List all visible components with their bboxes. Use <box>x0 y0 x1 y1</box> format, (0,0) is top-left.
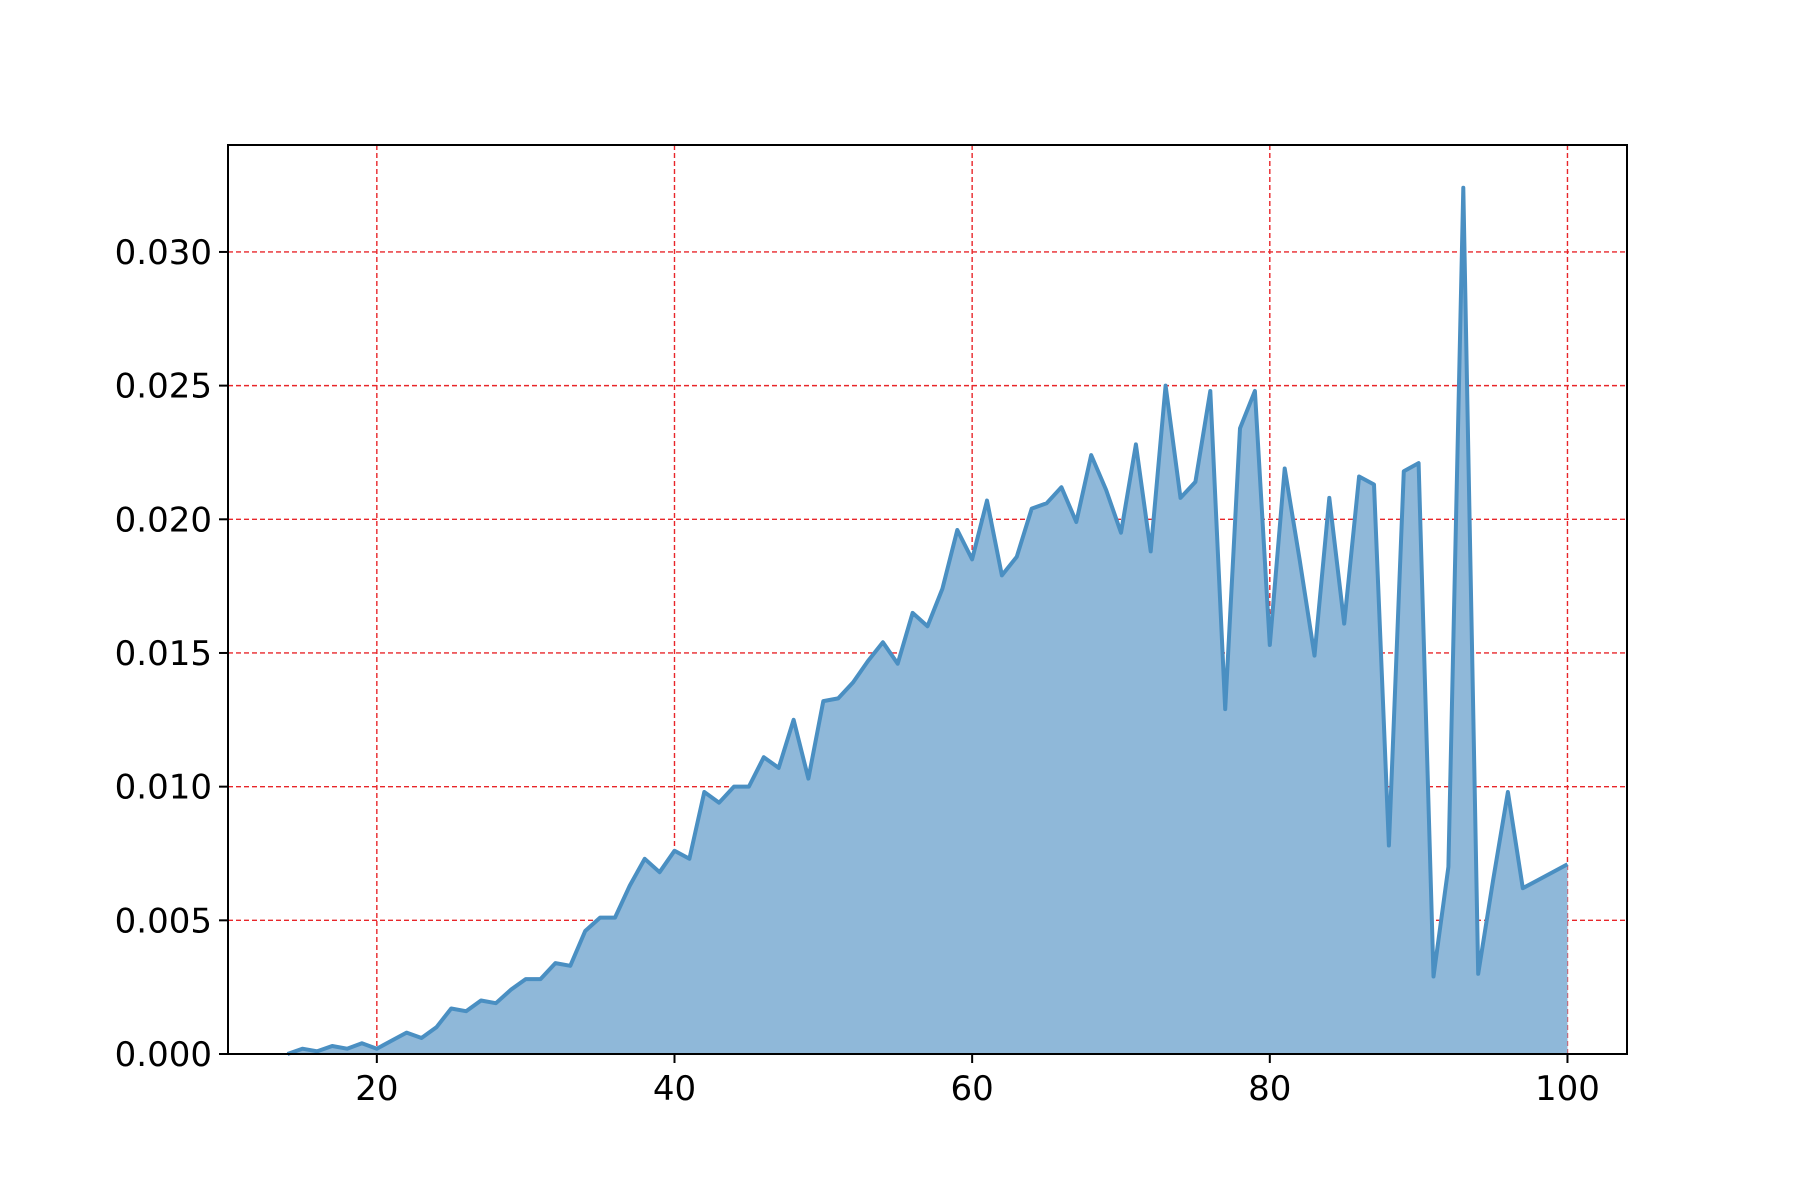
y-tick-label: 0.025 <box>115 367 212 407</box>
y-tick-label: 0.000 <box>115 1035 212 1075</box>
y-tick-label: 0.015 <box>115 634 212 674</box>
area-fill <box>287 187 1568 1055</box>
x-tick-label: 40 <box>653 1069 696 1109</box>
y-tick-label: 0.020 <box>115 500 212 540</box>
x-tick-label: 20 <box>355 1069 398 1109</box>
plot-frame <box>227 144 1628 1055</box>
series-line <box>286 185 1569 1056</box>
y-tick-label: 0.010 <box>115 768 212 808</box>
y-tick-label: 0.005 <box>115 901 212 941</box>
x-tick-label: 60 <box>951 1069 994 1109</box>
axis-ticks: 20 40 60 80 100 0.000 0.005 0.010 0.015 0.020 0.02… <box>115 233 1600 1109</box>
y-tick-label: 0.030 <box>115 233 212 273</box>
x-tick-label: 100 <box>1535 1069 1600 1109</box>
x-tick-label: 80 <box>1248 1069 1291 1109</box>
